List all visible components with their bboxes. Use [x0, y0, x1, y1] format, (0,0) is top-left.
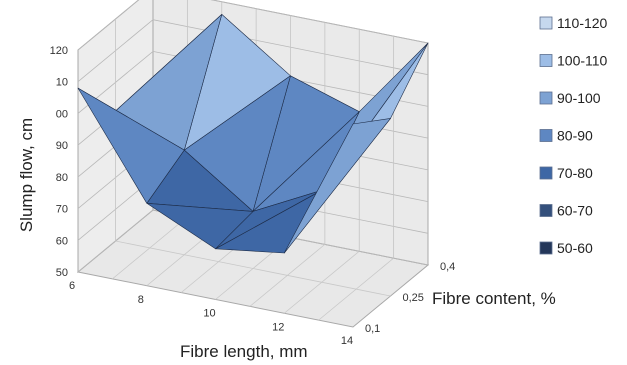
legend-label: 110-120	[557, 15, 608, 31]
surface-facet	[283, 118, 391, 254]
depth-tick-label: 0,1	[365, 323, 380, 335]
legend-swatch	[539, 129, 553, 142]
legend-label: 100-110	[557, 53, 608, 69]
legend-label: 90-100	[557, 90, 601, 106]
y-tick-label: 10	[56, 77, 68, 89]
x-tick-label: 6	[69, 280, 75, 292]
legend: 110-120 100-110 90-100 80-90 70-80 60-70 50-60	[539, 15, 608, 256]
depth-tick-label: 0,25	[403, 292, 424, 304]
depth-axis-title: Fibre content, %	[432, 289, 556, 308]
legend-label: 70-80	[557, 165, 593, 181]
surface-facet	[146, 203, 254, 250]
legend-swatch	[539, 166, 553, 180]
y-tick-label: 00	[56, 108, 68, 120]
y-tick-label: 120	[50, 45, 68, 57]
x-tick-label: 8	[138, 294, 144, 306]
legend-swatch	[539, 241, 553, 255]
y-tick-label: 70	[56, 204, 68, 216]
x-tick-label: 12	[272, 321, 284, 333]
legend-label: 80-90	[557, 128, 593, 144]
horizontal-gridline	[77, 0, 429, 51]
horizontal-gridline	[77, 209, 429, 273]
floor-gridline	[115, 240, 391, 297]
depth-tick-label: 0,4	[440, 261, 455, 273]
y-tick-label: 60	[56, 235, 68, 247]
y-tick-label: 80	[56, 172, 68, 184]
legend-swatch	[539, 54, 553, 67]
y-tick-label: 90	[56, 140, 68, 152]
surface-facet	[77, 87, 185, 204]
x-axis-title: Fibre length, mm	[180, 342, 308, 361]
legend-label: 60-70	[557, 203, 593, 219]
horizontal-gridline	[77, 19, 429, 83]
x-tick-label: 10	[203, 308, 215, 320]
y-axis-title: Slump flow, cm	[17, 118, 36, 232]
surface-plot	[77, 14, 429, 254]
legend-label: 50-60	[557, 240, 593, 256]
legend-swatch	[539, 91, 553, 105]
horizontal-gridline	[77, 50, 429, 114]
x-tick-label: 14	[341, 335, 353, 347]
legend-swatch	[539, 204, 553, 217]
axis-ticks: 50 60 70 80 90 00 10 120 6 8 10 12 14 0,1 0,25 0,4	[50, 45, 456, 347]
legend-swatch	[539, 16, 553, 30]
y-tick-label: 50	[56, 267, 68, 279]
